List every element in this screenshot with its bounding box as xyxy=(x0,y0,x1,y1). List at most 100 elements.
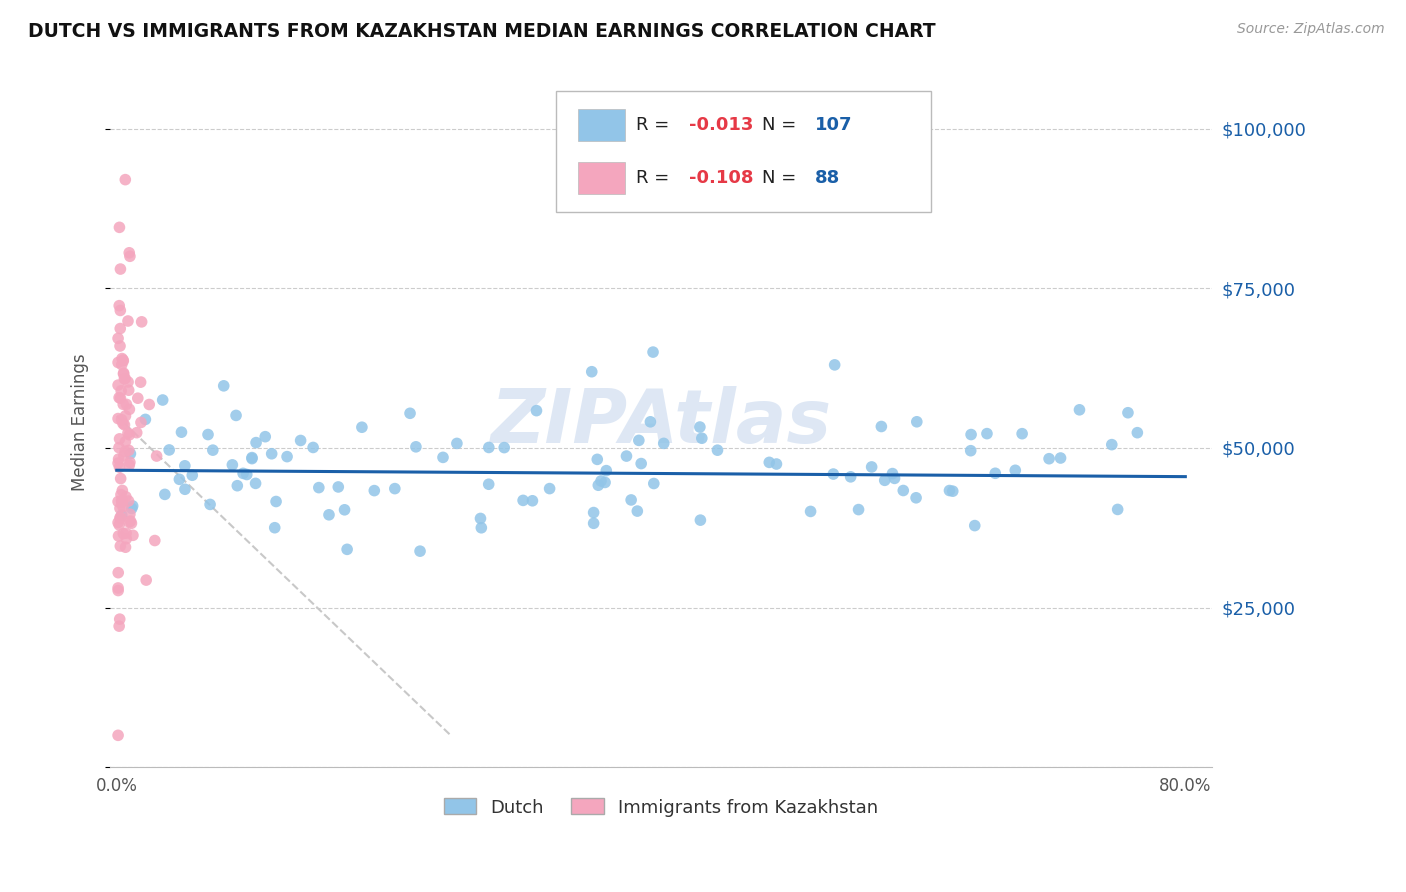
Point xyxy=(960,427,983,442)
Point xyxy=(111,417,134,431)
Point xyxy=(111,495,134,509)
Point xyxy=(107,355,129,369)
Point xyxy=(1038,451,1060,466)
Point xyxy=(138,397,160,411)
Point xyxy=(942,484,965,499)
Point xyxy=(117,375,139,389)
Point xyxy=(350,420,373,434)
Point xyxy=(108,517,131,532)
Point xyxy=(494,441,516,455)
Text: ZIPAtlas: ZIPAtlas xyxy=(491,386,831,458)
Point xyxy=(111,500,134,514)
Point xyxy=(478,441,501,455)
Point xyxy=(153,487,176,501)
Legend: Dutch, Immigrants from Kazakhstan: Dutch, Immigrants from Kazakhstan xyxy=(436,791,886,824)
Point xyxy=(117,314,139,328)
Point xyxy=(212,379,235,393)
Point xyxy=(107,411,129,425)
Point xyxy=(112,526,135,541)
Point xyxy=(581,365,603,379)
Y-axis label: Median Earnings: Median Earnings xyxy=(72,353,89,491)
Point xyxy=(1107,502,1129,516)
Point xyxy=(107,456,129,470)
Point xyxy=(134,412,156,426)
Point xyxy=(522,493,544,508)
Point xyxy=(595,464,617,478)
Point xyxy=(938,483,960,498)
Point xyxy=(115,490,138,504)
Point xyxy=(198,497,221,511)
Point xyxy=(308,481,330,495)
Point xyxy=(276,450,298,464)
Point xyxy=(115,532,138,546)
Point xyxy=(112,353,135,368)
Point xyxy=(112,367,135,381)
Point xyxy=(108,441,131,455)
Point xyxy=(1069,402,1091,417)
Point xyxy=(512,493,534,508)
Point xyxy=(181,468,204,483)
Point xyxy=(112,397,135,411)
Point xyxy=(108,619,131,633)
Point xyxy=(120,447,142,461)
Point xyxy=(823,467,845,481)
Point xyxy=(221,458,243,472)
Point xyxy=(107,728,129,742)
Point xyxy=(800,504,823,518)
Point xyxy=(110,262,132,277)
Point xyxy=(111,508,134,522)
Point xyxy=(409,544,432,558)
Point xyxy=(232,467,254,481)
Point xyxy=(240,451,263,466)
Point xyxy=(111,351,134,366)
Point xyxy=(127,391,149,405)
Point xyxy=(1011,426,1033,441)
Point xyxy=(173,458,195,473)
Point xyxy=(201,443,224,458)
Point xyxy=(108,460,131,475)
Point xyxy=(905,491,928,505)
Point xyxy=(174,483,197,497)
Point xyxy=(197,427,219,442)
Point xyxy=(118,507,141,521)
Point xyxy=(107,566,129,580)
Point xyxy=(1126,425,1149,440)
Text: R =: R = xyxy=(636,169,675,187)
Point xyxy=(432,450,454,465)
Point xyxy=(336,542,359,557)
Point xyxy=(582,516,605,531)
Point xyxy=(118,245,141,260)
Point xyxy=(110,303,132,318)
Point xyxy=(706,443,728,458)
Point xyxy=(641,345,664,359)
Point xyxy=(118,402,141,417)
Point xyxy=(117,426,139,441)
Point xyxy=(112,449,135,463)
Point xyxy=(108,501,131,516)
Point xyxy=(107,494,129,508)
Point xyxy=(883,471,905,485)
Point xyxy=(318,508,340,522)
Point xyxy=(114,371,136,385)
Point xyxy=(758,455,780,469)
Point xyxy=(1004,463,1026,477)
FancyBboxPatch shape xyxy=(578,109,624,141)
Point xyxy=(108,339,131,353)
Point xyxy=(620,492,643,507)
Point xyxy=(114,434,136,449)
Point xyxy=(121,499,143,513)
Point xyxy=(111,493,134,508)
Point xyxy=(108,220,131,235)
Point xyxy=(118,455,141,469)
Point xyxy=(882,467,904,481)
Point xyxy=(107,378,129,392)
Point xyxy=(121,501,143,516)
Point xyxy=(131,315,153,329)
Point xyxy=(245,476,267,491)
Point xyxy=(1101,437,1123,451)
Point xyxy=(110,493,132,508)
Point xyxy=(110,472,132,486)
Point xyxy=(118,427,141,442)
Point xyxy=(627,434,650,448)
Point xyxy=(108,299,131,313)
